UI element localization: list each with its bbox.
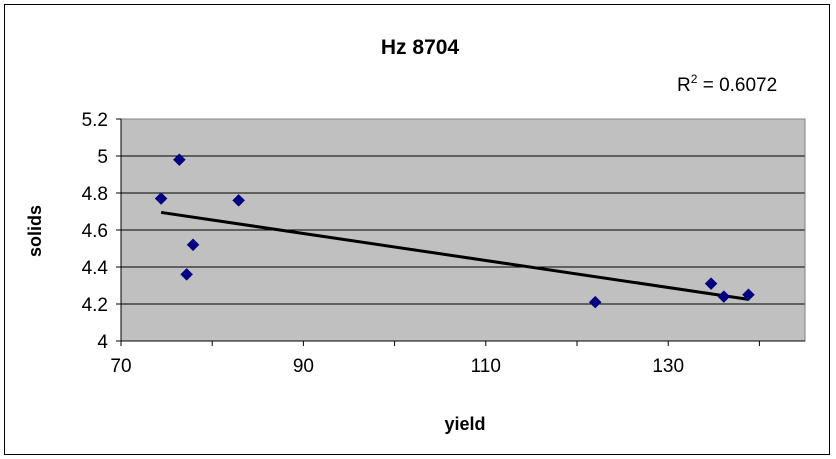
data-point — [180, 268, 194, 281]
x-tick-label: 70 — [110, 356, 131, 377]
x-tick-label: 110 — [471, 356, 501, 377]
y-tick-labels: 4 4.2 4.4 4.6 4.8 5 5.2 — [82, 110, 109, 353]
y-tick-label: 4 — [97, 332, 108, 353]
r-squared-superscript: 2 — [691, 72, 698, 86]
data-point — [173, 153, 186, 167]
y-tick-label: 4.8 — [82, 184, 108, 205]
r-squared-value: = 0.6072 — [697, 75, 777, 96]
y-tick-label: 5.2 — [82, 110, 108, 131]
data-point — [154, 192, 168, 205]
data-point — [232, 194, 246, 207]
data-point — [717, 290, 731, 303]
plot-area — [116, 118, 806, 346]
y-tick-label: 5 — [97, 147, 108, 168]
r-squared-label: R2 = 0.6072 — [677, 72, 777, 96]
data-point — [742, 288, 755, 302]
y-tick-label: 4.6 — [82, 221, 108, 242]
data-point — [186, 238, 200, 252]
data-point — [588, 295, 602, 309]
chart-title: Hz 8704 — [381, 36, 460, 59]
x-tick-label: 130 — [652, 356, 684, 377]
r-squared-prefix: R — [677, 75, 691, 96]
x-tick-label: 90 — [293, 356, 314, 377]
trendline — [160, 210, 749, 301]
y-axis-title: solids — [25, 205, 45, 257]
x-tick-labels: 70 90 110 130 — [110, 356, 684, 377]
data-point — [704, 277, 718, 291]
y-tick-label: 4.4 — [82, 258, 109, 279]
y-tick-label: 4.2 — [82, 295, 108, 316]
x-axis-title: yield — [444, 414, 485, 434]
